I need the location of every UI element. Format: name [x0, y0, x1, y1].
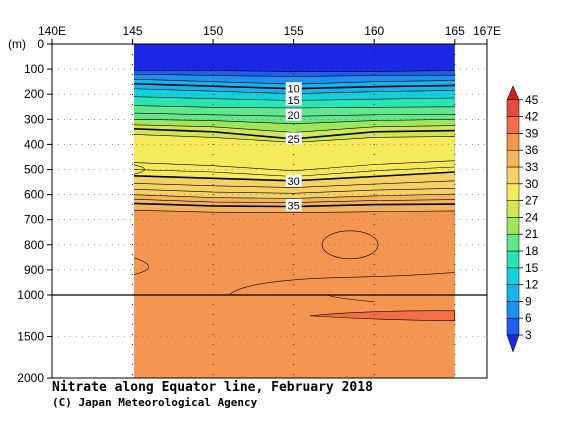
colorbar-tick-label: 9	[525, 294, 532, 308]
contour-west-lobe	[134, 257, 149, 275]
contour-36	[134, 209, 455, 214]
y-tick-label: 500	[24, 163, 44, 177]
fill-band-29	[134, 167, 455, 181]
contour-deep-37	[325, 294, 375, 302]
y-tick-label: 100	[24, 62, 44, 76]
contour-label-20: 20	[285, 108, 302, 122]
colorbar-tick-label: 21	[525, 227, 539, 241]
y-tick-label: 1000	[17, 288, 44, 302]
fill-patch-39	[309, 310, 456, 322]
y-tick-label: 2000	[17, 371, 44, 385]
fill-band-31	[134, 180, 455, 194]
contour-label-text: 15	[288, 95, 300, 107]
contour-deep-36	[229, 272, 455, 296]
colorbar-tick-label: 30	[525, 177, 539, 191]
contour-label-10: 10	[285, 82, 302, 96]
colorbar-tick-label: 27	[525, 194, 539, 208]
colorbar-segment	[506, 284, 520, 302]
contour-label-text: 35	[288, 200, 300, 212]
contour-22	[134, 119, 455, 125]
x-tick-label: 140E	[38, 24, 66, 38]
fill-band-22	[134, 119, 455, 133]
colorbar-segment	[506, 250, 520, 269]
colorbar-segment	[506, 183, 520, 201]
y-tick-label: 900	[24, 263, 44, 277]
x-tick-label: 155	[284, 24, 304, 38]
contour-label-35: 35	[285, 198, 302, 212]
contour-28	[134, 160, 455, 172]
contour-label-15: 15	[285, 93, 302, 107]
colorbar-segment	[506, 149, 520, 168]
contour-3	[134, 70, 455, 72]
contour-label-text: 30	[288, 176, 300, 188]
colorbar-tick-label: 24	[525, 210, 539, 224]
contour-label-text: 25	[288, 134, 300, 146]
colorbar-tick-label: 36	[525, 143, 539, 157]
chart-credit: (C) Japan Meteorological Agency	[52, 396, 258, 409]
colorbar-min-arrow	[506, 334, 520, 353]
y-tick-label: 200	[24, 87, 44, 101]
y-tick-label: 700	[24, 213, 44, 227]
x-tick-label: 165	[445, 24, 465, 38]
colorbar-segment	[506, 233, 520, 252]
colorbar-segment	[506, 301, 520, 319]
colorbar-tick-label: 15	[525, 261, 539, 275]
y-tick-label: 800	[24, 238, 44, 252]
y-unit-label: (m)	[8, 37, 26, 51]
colorbar-segment	[506, 99, 520, 117]
colorbar-tick-label: 45	[525, 93, 539, 107]
colorbar-segment	[506, 217, 520, 235]
y-tick-label: 300	[24, 112, 44, 126]
contour-18	[134, 105, 455, 109]
plot-frame	[51, 43, 488, 379]
colorbar-segment	[506, 267, 520, 285]
x-axis: 140E 145 150 155 160 165 167E	[38, 24, 501, 44]
contour-6	[134, 73, 455, 77]
y-tick-label: 0	[37, 37, 44, 51]
colorbar-tick-label: 39	[525, 126, 539, 140]
colorbar-segment	[506, 116, 520, 134]
colorbar-tick-label: 33	[525, 160, 539, 174]
contour-label-text: 10	[288, 84, 300, 96]
fill-band-30	[134, 172, 455, 188]
x-tick-label: 160	[364, 24, 384, 38]
colorbar-tick-label: 6	[525, 311, 532, 325]
colorbar-max-arrow	[506, 85, 520, 101]
fill-band-24	[134, 124, 455, 139]
x-tick-label: 145	[123, 24, 143, 38]
y-tick-label: 1500	[17, 330, 44, 344]
x-tick-label: 150	[203, 24, 223, 38]
colorbar-segment	[506, 166, 520, 185]
colorbar-tick-label: 3	[525, 328, 532, 342]
contour-west-upper-lobe	[134, 164, 145, 175]
contour-label-text: 20	[288, 110, 300, 122]
contour-32	[134, 188, 455, 194]
contour-label-30: 30	[285, 174, 302, 188]
colorbar-segment	[506, 317, 520, 336]
x-tick-label: 167E	[473, 24, 501, 38]
colorbar-tick-label: 18	[525, 244, 539, 258]
fill-band-27	[134, 134, 455, 171]
colorbar-segment	[506, 133, 520, 151]
fill-band-36	[134, 210, 455, 378]
contour-label-25: 25	[285, 132, 302, 146]
grid-lines	[52, 44, 487, 378]
chart-title: Nitrate along Equator line, February 201…	[52, 380, 373, 395]
colorbar-tick-label: 12	[525, 278, 539, 292]
y-tick-label: 400	[24, 137, 44, 151]
fill-band-3	[134, 70, 455, 77]
contour-33	[134, 193, 455, 199]
contour-eddy-158	[321, 230, 379, 260]
contour-31	[134, 180, 455, 188]
colorbar-tick-label: 42	[525, 110, 539, 124]
y-tick-label: 600	[24, 188, 44, 202]
y-axis: 0 100 200 300 400 500 600 700 800 900 1000 1500 2000…	[8, 37, 52, 385]
colorbar-segment	[506, 200, 520, 218]
